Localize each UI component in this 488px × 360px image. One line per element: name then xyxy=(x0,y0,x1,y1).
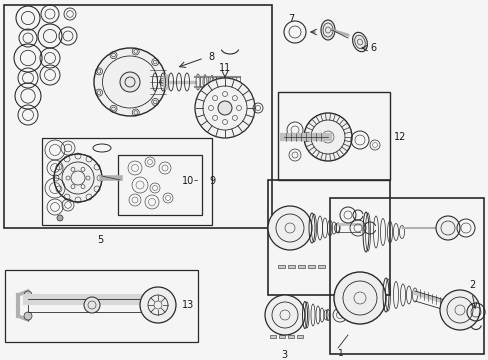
Circle shape xyxy=(84,297,100,313)
Circle shape xyxy=(140,287,176,323)
Ellipse shape xyxy=(352,32,366,52)
Text: 4: 4 xyxy=(290,298,296,308)
Text: –: – xyxy=(193,176,198,185)
Circle shape xyxy=(54,154,102,202)
Bar xyxy=(307,265,314,268)
Circle shape xyxy=(304,113,351,161)
Bar xyxy=(118,155,202,215)
Bar xyxy=(5,270,198,342)
Ellipse shape xyxy=(94,48,165,116)
Bar xyxy=(279,335,285,338)
Text: 6: 6 xyxy=(369,43,375,53)
Text: 13: 13 xyxy=(182,300,194,310)
Text: 5: 5 xyxy=(97,235,103,245)
Bar xyxy=(267,180,389,295)
Text: 1: 1 xyxy=(337,349,343,358)
Bar xyxy=(269,335,275,338)
Bar xyxy=(287,265,294,268)
Text: 2: 2 xyxy=(468,280,474,290)
Bar xyxy=(278,92,389,180)
Circle shape xyxy=(435,216,459,240)
Bar xyxy=(42,138,212,225)
Bar xyxy=(329,198,483,354)
Ellipse shape xyxy=(320,20,334,40)
Circle shape xyxy=(24,291,32,299)
Circle shape xyxy=(267,206,311,250)
Circle shape xyxy=(24,312,32,320)
Bar xyxy=(296,335,303,338)
Bar xyxy=(297,265,305,268)
Circle shape xyxy=(264,295,305,335)
Circle shape xyxy=(57,215,63,221)
Bar xyxy=(317,265,325,268)
Text: 11: 11 xyxy=(219,63,231,73)
Circle shape xyxy=(439,290,479,330)
Text: 9: 9 xyxy=(208,176,215,186)
Bar xyxy=(278,265,285,268)
Text: 10: 10 xyxy=(182,176,194,186)
Circle shape xyxy=(218,101,231,115)
Ellipse shape xyxy=(120,72,140,92)
Text: 7: 7 xyxy=(287,14,293,24)
Circle shape xyxy=(195,78,254,138)
Bar xyxy=(287,335,293,338)
Bar xyxy=(4,5,271,228)
Text: 12: 12 xyxy=(393,132,406,142)
Text: 3: 3 xyxy=(281,350,286,360)
Text: 8: 8 xyxy=(207,52,214,62)
Circle shape xyxy=(333,272,385,324)
